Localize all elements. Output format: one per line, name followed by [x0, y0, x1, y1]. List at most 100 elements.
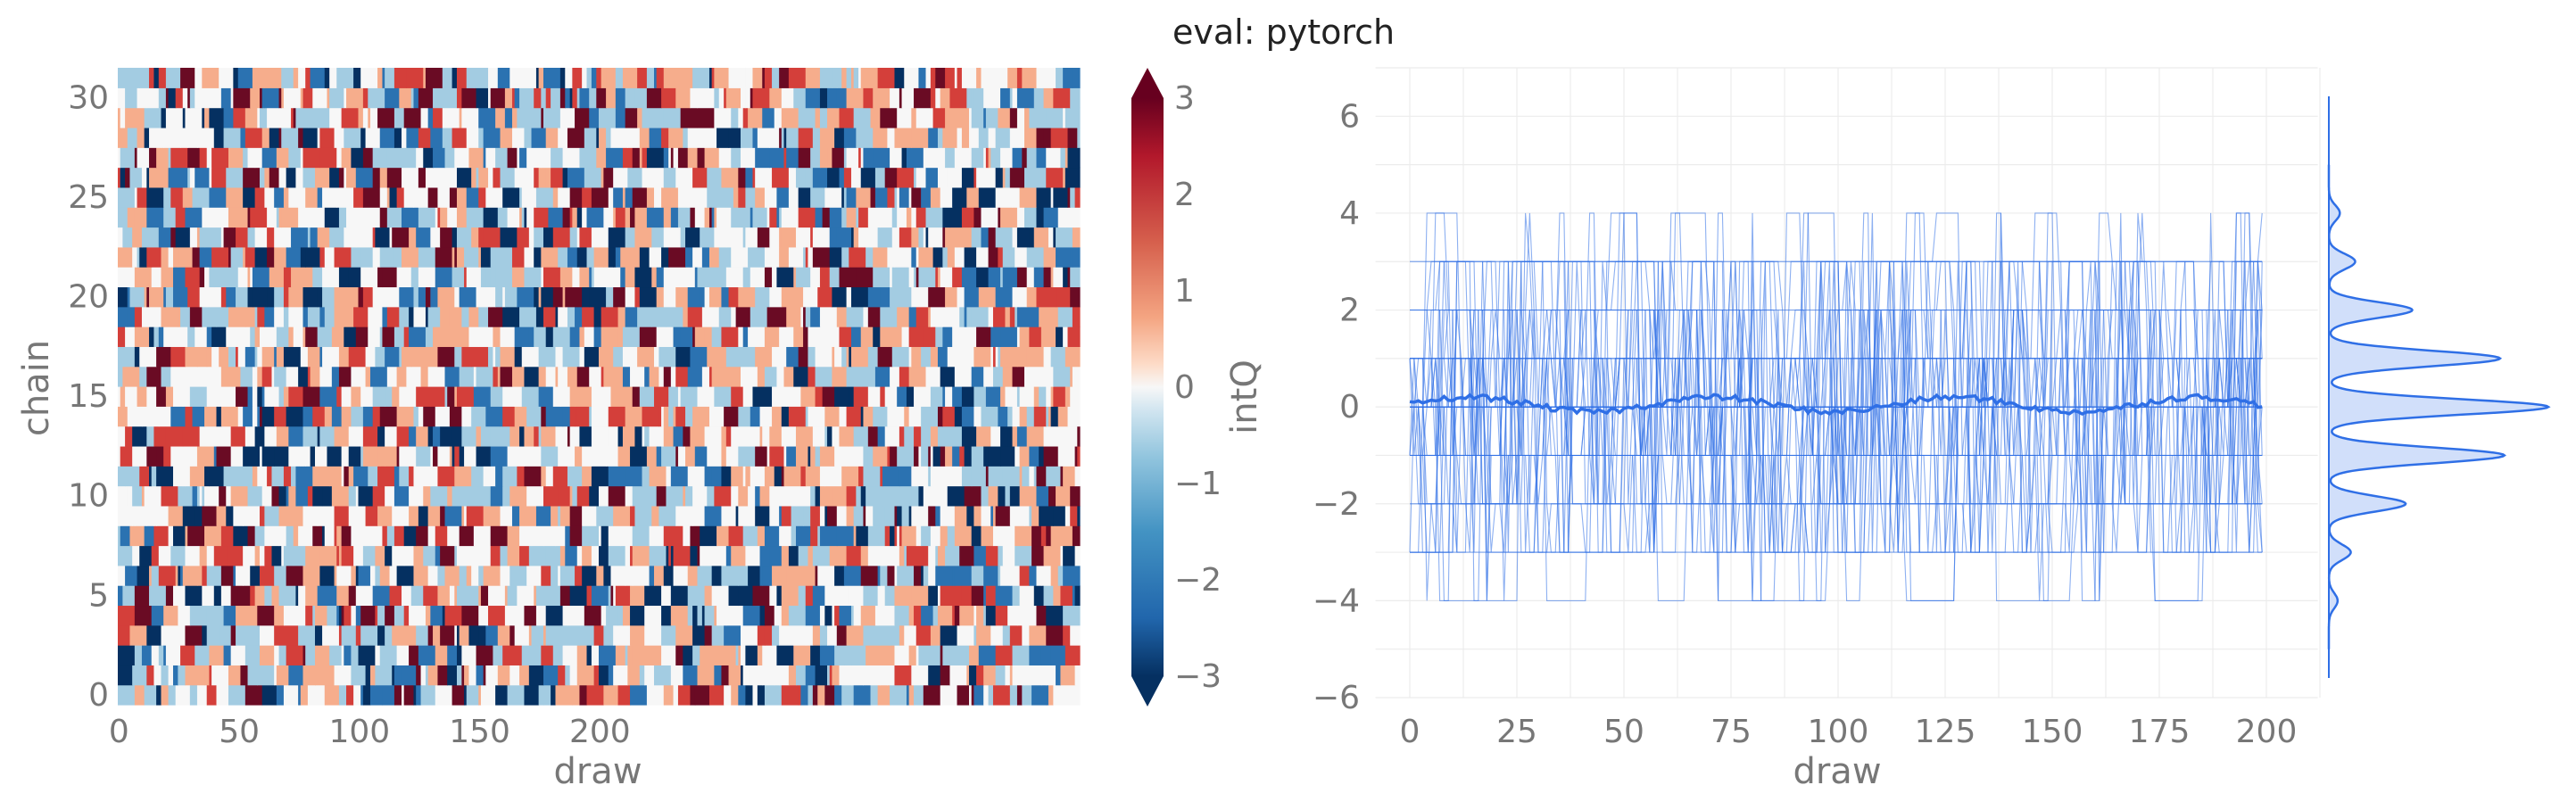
heatmap-cell: [805, 406, 809, 427]
heatmap-cell: [551, 565, 559, 586]
heatmap-cell: [541, 406, 547, 427]
heatmap-cell: [603, 525, 609, 547]
heatmap-cell: [409, 227, 417, 248]
heatmap-cell: [1050, 565, 1059, 586]
heatmap-cell: [793, 326, 804, 347]
heatmap-cell: [1026, 426, 1045, 447]
heatmap-cell: [1036, 68, 1042, 88]
heatmap-cell: [988, 306, 994, 327]
heatmap-cell: [579, 227, 588, 248]
heatmap-cell: [860, 167, 876, 188]
heatmap-cell: [795, 445, 809, 467]
marginal-kde: [2327, 96, 2551, 678]
heatmap-cell: [271, 386, 280, 407]
heatmap-cell: [250, 585, 256, 607]
heatmap-cell: [711, 346, 727, 368]
heatmap-cell: [795, 167, 807, 188]
heatmap-cell: [252, 68, 265, 88]
heatmap-cell: [483, 505, 501, 526]
heatmap-cell: [930, 466, 946, 487]
heatmap-cell: [118, 87, 126, 109]
heatmap-cell: [118, 326, 126, 347]
heatmap-cell: [846, 207, 849, 228]
heatmap-cell: [189, 306, 203, 327]
heatmap-cell: [562, 147, 581, 169]
heatmap-cell: [735, 306, 751, 327]
heatmap-cell: [663, 565, 675, 586]
heatmap-cell: [1016, 207, 1025, 228]
heatmap-cell: [1056, 326, 1064, 347]
heatmap-cell: [464, 684, 468, 706]
heatmap-cell: [788, 406, 807, 427]
heatmap-cell: [454, 624, 458, 646]
heatmap-cell: [692, 167, 708, 188]
heatmap-cell: [146, 624, 162, 646]
heatmap-cell: [476, 645, 494, 665]
heatmap-cell: [118, 565, 126, 586]
heatmap-cell: [437, 585, 451, 607]
heatmap-cell: [1022, 665, 1025, 686]
heatmap-cell: [348, 426, 357, 447]
heatmap-cell: [666, 306, 683, 327]
heatmap-cell: [502, 406, 516, 427]
heatmap-cell: [319, 366, 333, 387]
heatmap-cell: [843, 645, 852, 665]
heatmap-cell: [442, 107, 453, 128]
heatmap-cell: [680, 227, 686, 248]
heatmap-cell: [819, 445, 835, 467]
heatmap-cell: [867, 386, 881, 407]
heatmap-cell: [793, 624, 807, 646]
heatmap-cell: [897, 207, 907, 228]
heatmap-cell: [223, 466, 236, 487]
heatmap-cell: [1063, 326, 1069, 347]
heatmap-cell: [704, 605, 715, 626]
heatmap-cell: [435, 267, 453, 288]
heatmap-cell: [324, 246, 335, 268]
heatmap-cell: [764, 267, 773, 288]
heatmap-cell: [485, 406, 501, 427]
heatmap-cell: [1022, 366, 1025, 387]
heatmap-cell: [983, 684, 990, 706]
heatmap-cell: [219, 68, 234, 88]
heatmap-cell: [625, 406, 643, 427]
heatmap-cell: [302, 386, 320, 407]
heatmap-cell: [122, 386, 126, 407]
heatmap-cell: [632, 147, 641, 169]
heatmap-cell: [507, 426, 510, 447]
heatmap-cell: [396, 565, 415, 586]
heatmap-cell: [524, 605, 537, 626]
heatmap-cell: [834, 346, 842, 368]
heatmap-cell: [741, 665, 744, 686]
heatmap-cell: [180, 306, 191, 327]
heatmap-cell: [649, 426, 665, 447]
heatmap-cell: [425, 267, 436, 288]
heatmap-cell: [377, 445, 381, 467]
heatmap-cell: [725, 445, 739, 467]
heatmap-cell: [995, 585, 1014, 607]
heatmap-cell: [930, 525, 936, 547]
heatmap-cell: [1002, 267, 1018, 288]
heatmap-cell: [683, 306, 689, 327]
heatmap-cell: [663, 684, 675, 706]
heatmap-cell: [832, 68, 838, 88]
heatmap-cell: [639, 386, 655, 407]
heatmap-cell: [226, 186, 244, 208]
heatmap-cell: [668, 585, 672, 607]
heatmap-cell: [372, 406, 381, 427]
heatmap-cell: [514, 167, 520, 188]
heatmap-cell: [243, 147, 249, 169]
heatmap-cell: [278, 605, 285, 626]
heatmap-cell: [569, 426, 581, 447]
trace-x-tick-label: 75: [1710, 714, 1752, 750]
heatmap-cell: [904, 68, 920, 88]
heatmap-cell: [278, 585, 297, 607]
heatmap-cell: [1012, 426, 1018, 447]
heatmap-cell: [141, 167, 147, 188]
heatmap-cell: [196, 346, 208, 368]
heatmap-cell: [425, 286, 431, 308]
heatmap-cell: [966, 505, 975, 526]
heatmap-cell: [738, 505, 756, 526]
heatmap-cell: [711, 366, 720, 387]
heatmap-cell: [1005, 306, 1011, 327]
heatmap-cell: [894, 665, 912, 686]
